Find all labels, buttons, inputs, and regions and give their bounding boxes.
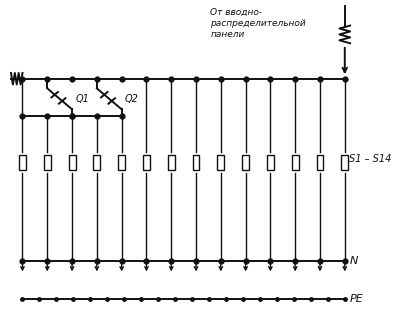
Bar [69,155,76,170]
Bar [94,155,100,170]
Text: Q1: Q1 [75,94,89,104]
Text: PE: PE [349,294,363,305]
Bar [292,155,299,170]
Bar [168,155,175,170]
Text: S1 – S14: S1 – S14 [349,154,392,164]
Text: От вводно-
распределительной
панели: От вводно- распределительной панели [210,8,306,39]
Bar [341,155,348,170]
Bar [118,155,125,170]
Bar [44,155,51,170]
Bar [19,155,26,170]
Bar [143,155,150,170]
Bar [217,155,224,170]
Bar [242,155,249,170]
Bar [267,155,274,170]
Text: Q2: Q2 [125,94,139,104]
Bar [192,155,200,170]
Bar [316,155,324,170]
Text: N: N [349,256,358,266]
